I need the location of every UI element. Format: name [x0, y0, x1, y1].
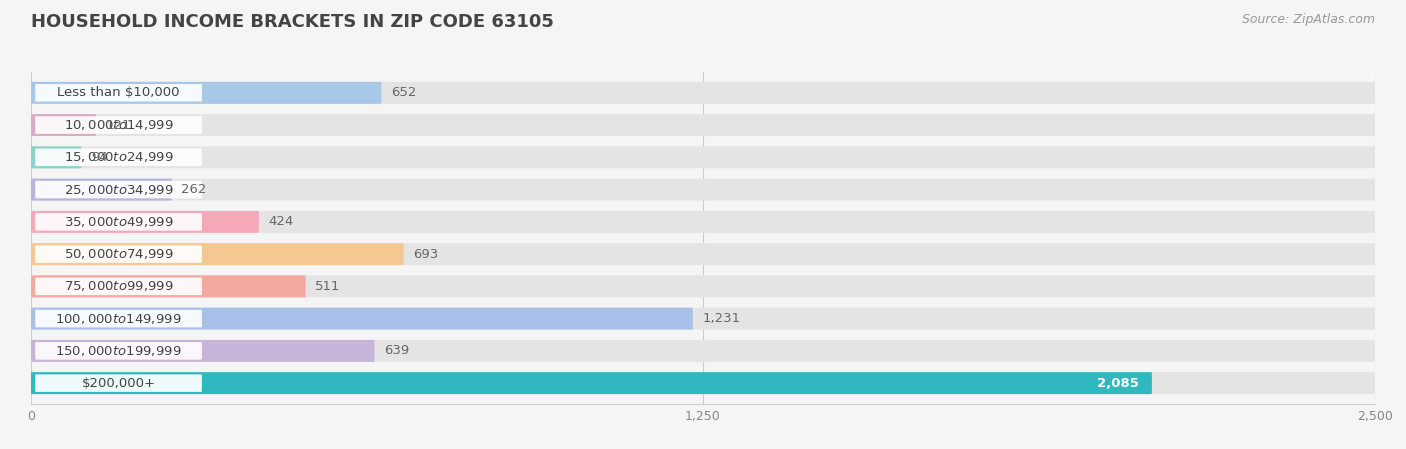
FancyBboxPatch shape: [35, 84, 202, 101]
Text: $75,000 to $99,999: $75,000 to $99,999: [63, 279, 173, 293]
FancyBboxPatch shape: [31, 308, 693, 330]
FancyBboxPatch shape: [35, 116, 202, 134]
Text: 2,085: 2,085: [1097, 377, 1139, 390]
FancyBboxPatch shape: [35, 181, 202, 198]
FancyBboxPatch shape: [31, 308, 1375, 330]
FancyBboxPatch shape: [35, 342, 202, 360]
FancyBboxPatch shape: [31, 179, 1375, 201]
Text: $50,000 to $74,999: $50,000 to $74,999: [63, 247, 173, 261]
Text: HOUSEHOLD INCOME BRACKETS IN ZIP CODE 63105: HOUSEHOLD INCOME BRACKETS IN ZIP CODE 63…: [31, 13, 554, 31]
Text: $200,000+: $200,000+: [82, 377, 156, 390]
Text: Source: ZipAtlas.com: Source: ZipAtlas.com: [1241, 13, 1375, 26]
Text: $150,000 to $199,999: $150,000 to $199,999: [55, 344, 181, 358]
Text: $15,000 to $24,999: $15,000 to $24,999: [63, 150, 173, 164]
FancyBboxPatch shape: [31, 340, 1375, 362]
Text: $10,000 to $14,999: $10,000 to $14,999: [63, 118, 173, 132]
FancyBboxPatch shape: [31, 211, 259, 233]
Text: 424: 424: [269, 216, 294, 229]
FancyBboxPatch shape: [31, 146, 1375, 168]
FancyBboxPatch shape: [31, 211, 1375, 233]
Text: $25,000 to $34,999: $25,000 to $34,999: [63, 183, 173, 197]
Text: $35,000 to $49,999: $35,000 to $49,999: [63, 215, 173, 229]
FancyBboxPatch shape: [31, 372, 1152, 394]
FancyBboxPatch shape: [31, 114, 1375, 136]
Text: 262: 262: [181, 183, 207, 196]
FancyBboxPatch shape: [31, 372, 1375, 394]
FancyBboxPatch shape: [31, 146, 82, 168]
FancyBboxPatch shape: [31, 275, 1375, 297]
FancyBboxPatch shape: [31, 340, 374, 362]
Text: 693: 693: [413, 247, 439, 260]
FancyBboxPatch shape: [31, 179, 172, 201]
FancyBboxPatch shape: [35, 245, 202, 263]
Text: 121: 121: [105, 119, 131, 132]
Text: $100,000 to $149,999: $100,000 to $149,999: [55, 312, 181, 326]
Text: 652: 652: [391, 86, 416, 99]
FancyBboxPatch shape: [31, 82, 381, 104]
Text: 639: 639: [384, 344, 409, 357]
FancyBboxPatch shape: [31, 275, 305, 297]
FancyBboxPatch shape: [35, 374, 202, 392]
Text: Less than $10,000: Less than $10,000: [58, 86, 180, 99]
Text: 94: 94: [91, 151, 108, 164]
FancyBboxPatch shape: [31, 114, 96, 136]
FancyBboxPatch shape: [35, 310, 202, 327]
FancyBboxPatch shape: [31, 243, 404, 265]
Text: 511: 511: [315, 280, 340, 293]
FancyBboxPatch shape: [31, 243, 1375, 265]
FancyBboxPatch shape: [35, 213, 202, 231]
FancyBboxPatch shape: [35, 277, 202, 295]
FancyBboxPatch shape: [35, 149, 202, 166]
Text: 1,231: 1,231: [703, 312, 741, 325]
FancyBboxPatch shape: [31, 82, 1375, 104]
